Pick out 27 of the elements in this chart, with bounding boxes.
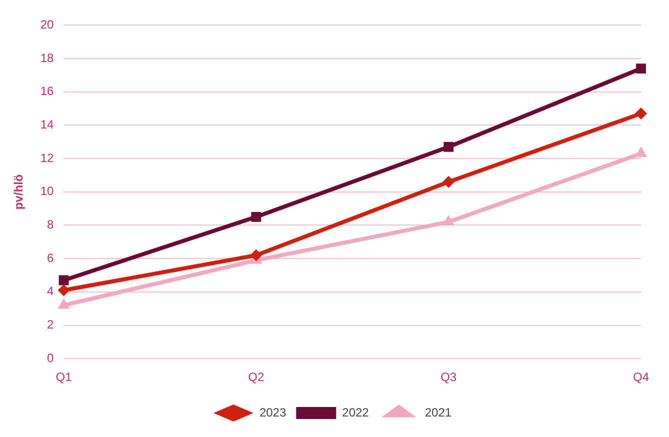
x-tick-label: Q4 <box>632 370 650 384</box>
y-tick-label: 10 <box>40 184 54 198</box>
legend-label: 2021 <box>424 405 452 420</box>
y-tick-label: 6 <box>47 250 54 265</box>
point <box>58 284 70 296</box>
point <box>442 176 455 188</box>
y-tick-label: 4 <box>47 284 54 298</box>
x-tick-label: Q2 <box>248 370 264 384</box>
y-tick-label: 18 <box>40 50 54 65</box>
y-tick-label: 2 <box>47 318 54 332</box>
point <box>250 249 262 262</box>
point <box>251 212 262 222</box>
legend-label: 2022 <box>342 405 370 420</box>
y-axis-title: pv/hlö <box>12 174 26 210</box>
y-tick-label: 8 <box>47 218 54 232</box>
y-tick-label: 0 <box>47 350 54 365</box>
y-tick-label: 14 <box>40 118 54 132</box>
point <box>58 275 69 286</box>
y-tick-label: 12 <box>40 150 54 165</box>
x-tick-label: Q3 <box>440 370 457 384</box>
point <box>634 108 647 120</box>
y-tick-label: 20 <box>40 18 54 32</box>
y-tick-label: 16 <box>40 84 54 98</box>
point <box>444 142 454 152</box>
point <box>636 64 646 74</box>
legend-label: 2023 <box>259 405 286 420</box>
x-tick-label: Q1 <box>56 370 72 384</box>
